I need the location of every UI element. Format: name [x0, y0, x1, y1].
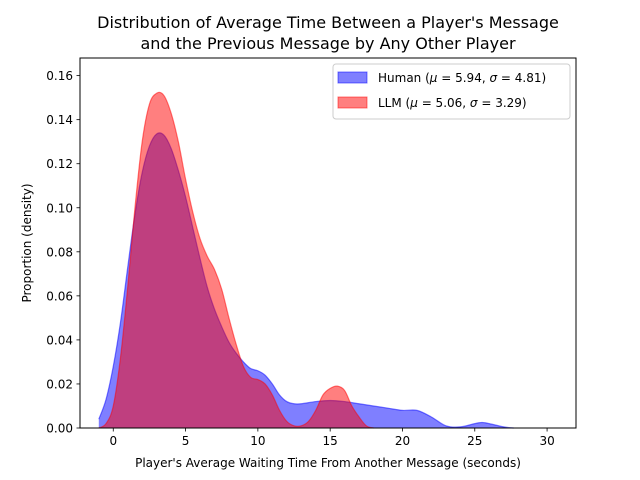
chart-title-line-2: and the Previous Message by Any Other Pl… — [140, 34, 516, 53]
y-tick-label: 0.06 — [46, 289, 73, 303]
x-tick-label: 30 — [539, 434, 554, 448]
x-tick-label: 20 — [395, 434, 410, 448]
chart-title-line-1: Distribution of Average Time Between a P… — [97, 13, 559, 32]
x-tick-label: 0 — [109, 434, 117, 448]
legend: Human (μ = 5.94, σ = 4.81) LLM (μ = 5.06… — [332, 63, 571, 120]
y-tick-label: 0.10 — [46, 201, 73, 215]
x-tick-label: 15 — [323, 434, 338, 448]
density-area-llm — [98, 92, 374, 428]
x-axis-label: Player's Average Waiting Time From Anoth… — [135, 456, 521, 470]
x-tick-label: 10 — [250, 434, 265, 448]
x-axis-ticks: 0 5 10 15 20 25 30 — [109, 428, 555, 448]
y-tick-label: 0.14 — [46, 113, 73, 127]
plot-frame — [79, 57, 577, 429]
y-tick-label: 0.08 — [46, 245, 73, 259]
series-areas — [98, 91, 514, 429]
legend-label-llm: LLM (μ = 5.06, σ = 3.29) — [378, 96, 527, 110]
y-tick-label: 0.00 — [46, 422, 73, 436]
y-axis-label: Proportion (density) — [20, 183, 34, 302]
x-tick-label: 25 — [467, 434, 482, 448]
legend-frame — [332, 63, 571, 120]
y-tick-label: 0.12 — [46, 157, 73, 171]
x-tick-label: 5 — [182, 434, 190, 448]
legend-swatch-human — [337, 71, 368, 84]
y-tick-label: 0.04 — [46, 333, 73, 347]
density-line-llm — [98, 91, 374, 429]
y-tick-label: 0.02 — [46, 377, 73, 391]
legend-swatch-llm — [337, 96, 368, 109]
y-tick-label: 0.16 — [46, 69, 73, 83]
legend-label-human: Human (μ = 5.94, σ = 4.81) — [378, 71, 546, 85]
y-axis-ticks: 0.00 0.02 0.04 0.06 0.08 0.10 0.12 0.14 0.16 — [46, 69, 80, 436]
